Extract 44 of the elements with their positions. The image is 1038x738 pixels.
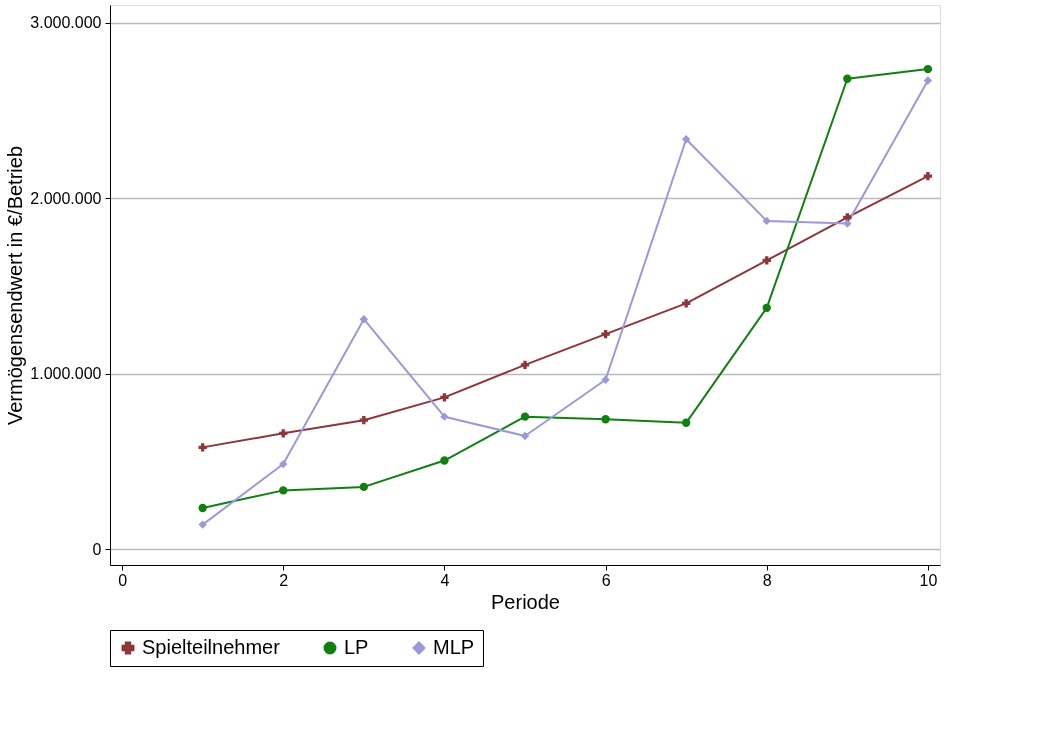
y-tick-label: 3.000.000 [30, 14, 102, 32]
x-tick-label: 8 [762, 571, 772, 589]
point [440, 393, 449, 402]
point [923, 76, 933, 85]
point [681, 418, 691, 427]
point [762, 303, 771, 312]
point [279, 429, 288, 438]
point [762, 216, 771, 226]
x-axis-title: Periode [491, 590, 560, 613]
point [601, 415, 610, 424]
legend-label: LP [344, 636, 369, 658]
point [843, 74, 852, 83]
x-tick-label: 4 [440, 571, 450, 589]
point [923, 171, 933, 181]
x-tick-label: 6 [601, 571, 611, 589]
x-tick-label: 0 [118, 571, 128, 589]
point [279, 486, 288, 495]
point [198, 443, 207, 452]
y-tick-label: 2.000.000 [30, 189, 102, 207]
point [762, 256, 771, 265]
point [923, 64, 933, 74]
y-tick-label: 1.000.000 [30, 365, 102, 383]
legend-label: Spielteilnehmer [142, 636, 281, 658]
point [601, 329, 610, 339]
y-tick-label: 0 [92, 540, 102, 558]
x-tick-label: 10 [919, 571, 938, 589]
point [681, 299, 691, 308]
point [440, 456, 449, 465]
point [520, 360, 530, 370]
point [843, 219, 852, 228]
point [681, 135, 691, 144]
point [198, 520, 207, 529]
y-axis-title: Vermögensendwert in €/Betrieb [4, 145, 27, 426]
legend-label: MLP [433, 636, 475, 658]
point [279, 459, 288, 469]
point [520, 431, 530, 441]
point [520, 412, 530, 421]
point [359, 315, 369, 324]
point [198, 503, 207, 513]
point [601, 375, 610, 384]
x-tick-label: 2 [279, 571, 289, 589]
point [359, 482, 369, 492]
point [440, 412, 449, 421]
point [359, 415, 369, 425]
